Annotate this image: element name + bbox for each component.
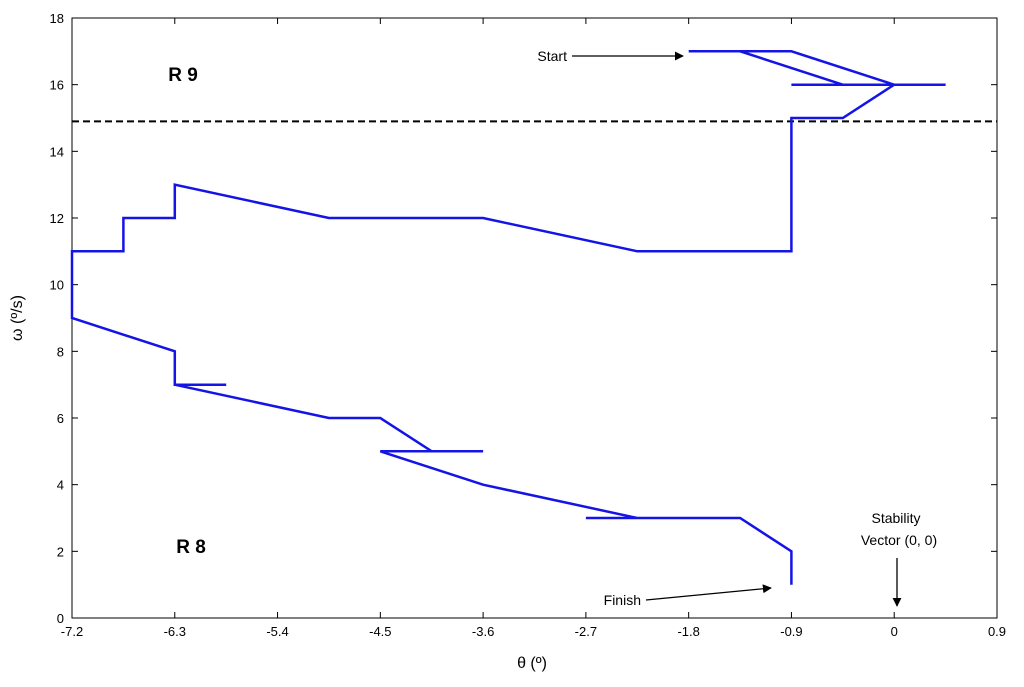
y-tick-label: 4 bbox=[57, 478, 64, 493]
y-axis-ticks: 0 2 4 6 8 10 12 14 16 18 bbox=[50, 11, 997, 626]
x-tick-label: -4.5 bbox=[369, 624, 391, 639]
y-axis-title: ω (º/s) bbox=[9, 295, 26, 341]
x-tick-label: -5.4 bbox=[266, 624, 288, 639]
trajectory-series-line bbox=[70, 50, 946, 585]
x-axis-title: θ (º) bbox=[517, 655, 547, 672]
x-axis-ticks: -7.2 -6.3 -5.4 -4.5 -3.6 -2.7 -1.8 -0.9 0 0.9 bbox=[61, 18, 1006, 639]
x-tick-label: 0 bbox=[891, 624, 898, 639]
stability-vector-label-line1: Stability bbox=[871, 510, 920, 526]
start-annotation-label: Start bbox=[537, 48, 567, 64]
finish-annotation-label: Finish bbox=[604, 592, 641, 608]
y-tick-label: 12 bbox=[50, 211, 64, 226]
y-tick-label: 10 bbox=[50, 278, 64, 293]
y-tick-label: 2 bbox=[57, 544, 64, 559]
x-tick-label: -0.9 bbox=[780, 624, 802, 639]
region-label-r8: R 8 bbox=[176, 537, 206, 558]
x-tick-label: -1.8 bbox=[677, 624, 699, 639]
stability-vector-label-line2: Vector (0, 0) bbox=[861, 532, 937, 548]
x-tick-label: -3.6 bbox=[472, 624, 494, 639]
x-tick-label: 0.9 bbox=[988, 624, 1006, 639]
y-tick-label: 0 bbox=[57, 611, 64, 626]
x-tick-label: -6.3 bbox=[164, 624, 186, 639]
y-tick-label: 6 bbox=[57, 411, 64, 426]
y-tick-label: 16 bbox=[50, 78, 64, 93]
finish-arrow bbox=[645, 584, 772, 601]
x-tick-label: -2.7 bbox=[575, 624, 597, 639]
region-label-r9: R 9 bbox=[168, 65, 198, 86]
x-tick-label: -7.2 bbox=[61, 624, 83, 639]
y-tick-label: 18 bbox=[50, 11, 64, 26]
y-tick-label: 14 bbox=[50, 144, 64, 159]
y-tick-label: 8 bbox=[57, 344, 64, 359]
